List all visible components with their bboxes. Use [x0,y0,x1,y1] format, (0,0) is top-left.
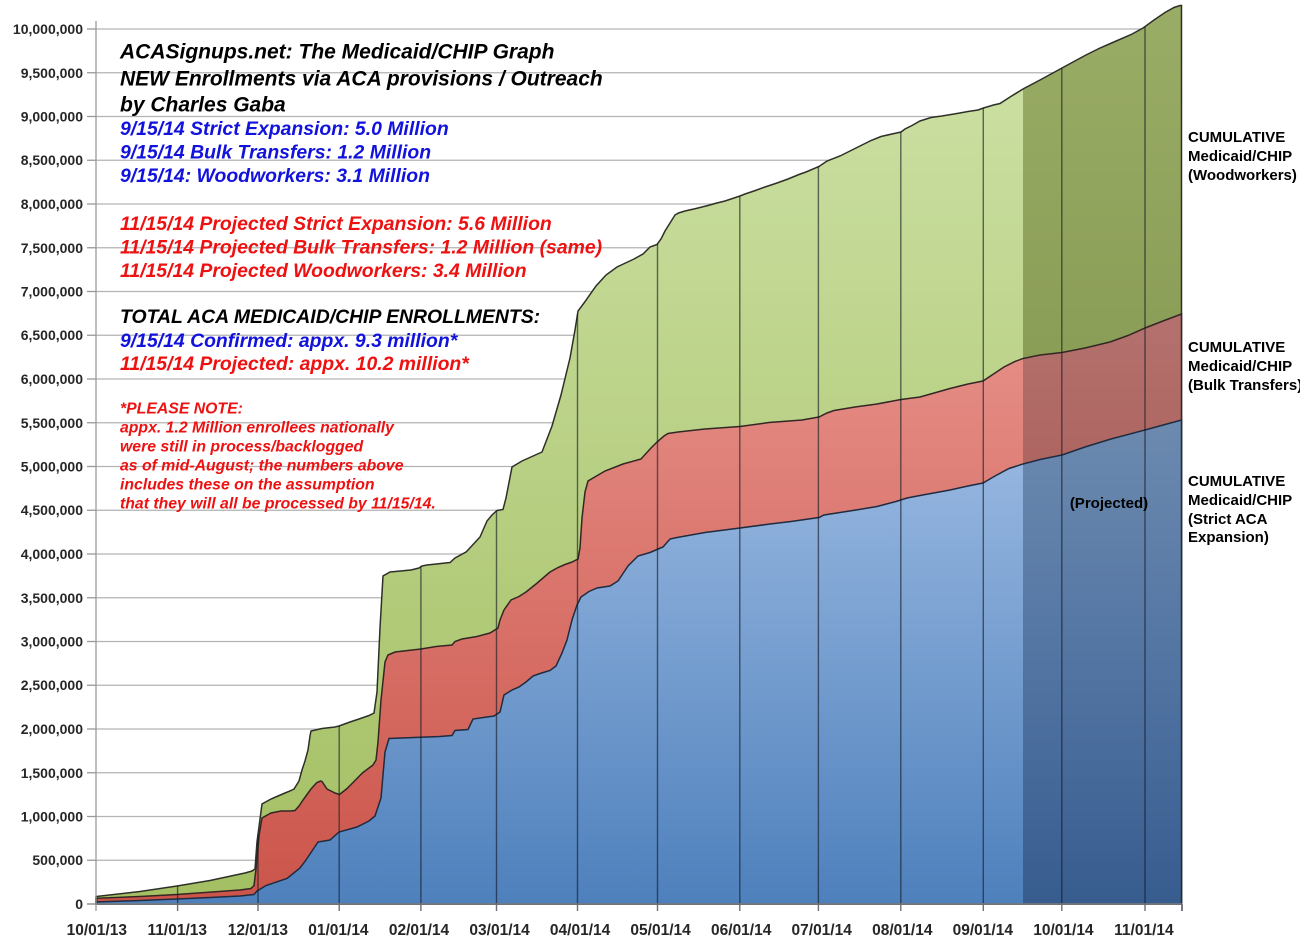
svg-text:6,500,000: 6,500,000 [21,327,83,343]
svg-text:05/01/14: 05/01/14 [630,922,691,939]
svg-text:TOTAL ACA MEDICAID/CHIP ENROLL: TOTAL ACA MEDICAID/CHIP ENROLLMENTS: [120,306,540,328]
svg-text:2,500,000: 2,500,000 [21,677,83,693]
svg-text:as of mid-August; the numbers: as of mid-August; the numbers above [120,458,404,475]
svg-text:9,500,000: 9,500,000 [21,65,83,81]
svg-text:Medicaid/CHIP: Medicaid/CHIP [1188,492,1292,509]
svg-text:500,000: 500,000 [32,852,83,868]
svg-text:(Woodworkers): (Woodworkers) [1188,167,1297,184]
svg-text:CUMULATIVE: CUMULATIVE [1188,129,1285,146]
svg-text:11/15/14 Projected Bulk Transf: 11/15/14 Projected Bulk Transfers: 1.2 M… [120,236,602,258]
svg-text:9/15/14: Woodworkers: 3.1 Mill: 9/15/14: Woodworkers: 3.1 Million [120,165,430,187]
svg-text:10/01/13: 10/01/13 [67,922,128,939]
svg-text:3,500,000: 3,500,000 [21,590,83,606]
svg-text:that they will all be processe: that they will all be processed by 11/15… [120,496,436,513]
svg-text:5,000,000: 5,000,000 [21,459,83,475]
svg-text:10,000,000: 10,000,000 [13,21,83,37]
svg-text:were still in process/backlogg: were still in process/backlogged [120,439,364,456]
svg-text:NEW Enrollments via ACA provis: NEW Enrollments via ACA provisions / Out… [120,67,603,90]
svg-text:11/01/13: 11/01/13 [148,922,208,939]
svg-text:(Projected): (Projected) [1070,495,1148,512]
svg-text:Medicaid/CHIP: Medicaid/CHIP [1188,148,1292,165]
svg-text:2,000,000: 2,000,000 [21,721,83,737]
svg-text:Medicaid/CHIP: Medicaid/CHIP [1188,358,1292,375]
svg-text:includes these on the assumpti: includes these on the assumption [120,477,375,494]
svg-text:4,000,000: 4,000,000 [21,546,83,562]
svg-text:11/01/14: 11/01/14 [1114,922,1174,939]
svg-text:01/01/14: 01/01/14 [308,922,369,939]
svg-text:09/01/14: 09/01/14 [953,922,1014,939]
svg-text:ACASignups.net: The Medicaid/C: ACASignups.net: The Medicaid/CHIP Graph [119,40,554,63]
svg-text:7,000,000: 7,000,000 [21,284,83,300]
svg-text:CUMULATIVE: CUMULATIVE [1188,473,1285,490]
svg-text:by Charles Gaba: by Charles Gaba [120,93,286,116]
svg-text:02/01/14: 02/01/14 [389,922,450,939]
svg-text:1,500,000: 1,500,000 [21,765,83,781]
svg-text:Expansion): Expansion) [1188,529,1269,546]
svg-text:11/15/14 Projected Strict Expa: 11/15/14 Projected Strict Expansion: 5.6… [120,213,552,235]
svg-text:08/01/14: 08/01/14 [872,922,933,939]
svg-text:9,000,000: 9,000,000 [21,109,83,125]
svg-text:6,000,000: 6,000,000 [21,371,83,387]
svg-text:4,500,000: 4,500,000 [21,502,83,518]
svg-text:9/15/14 Bulk Transfers: 1.2 Mi: 9/15/14 Bulk Transfers: 1.2 Million [120,141,431,163]
svg-text:(Bulk Transfers): (Bulk Transfers) [1188,377,1300,394]
svg-text:06/01/14: 06/01/14 [711,922,772,939]
svg-text:11/15/14 Projected: appx. 10.2: 11/15/14 Projected: appx. 10.2 million* [120,353,470,375]
svg-text:03/01/14: 03/01/14 [469,922,530,939]
svg-text:*PLEASE NOTE:: *PLEASE NOTE: [120,401,243,418]
svg-text:11/15/14 Projected Woodworkers: 11/15/14 Projected Woodworkers: 3.4 Mill… [120,260,527,282]
svg-text:appx. 1.2 Million enrollees na: appx. 1.2 Million enrollees nationally [120,420,395,437]
svg-text:7,500,000: 7,500,000 [21,240,83,256]
svg-text:9/15/14 Confirmed: appx. 9.3 m: 9/15/14 Confirmed: appx. 9.3 million* [120,330,459,352]
svg-text:CUMULATIVE: CUMULATIVE [1188,339,1285,356]
svg-text:(Strict ACA: (Strict ACA [1188,511,1268,528]
svg-text:8,500,000: 8,500,000 [21,152,83,168]
svg-text:04/01/14: 04/01/14 [550,922,611,939]
svg-text:8,000,000: 8,000,000 [21,196,83,212]
svg-text:5,500,000: 5,500,000 [21,415,83,431]
svg-text:1,000,000: 1,000,000 [21,809,83,825]
svg-text:10/01/14: 10/01/14 [1033,922,1094,939]
svg-text:12/01/13: 12/01/13 [228,922,289,939]
svg-text:0: 0 [75,896,83,912]
svg-text:07/01/14: 07/01/14 [792,922,853,939]
svg-text:3,000,000: 3,000,000 [21,634,83,650]
svg-text:9/15/14 Strict Expansion: 5.0: 9/15/14 Strict Expansion: 5.0 Million [120,118,449,140]
